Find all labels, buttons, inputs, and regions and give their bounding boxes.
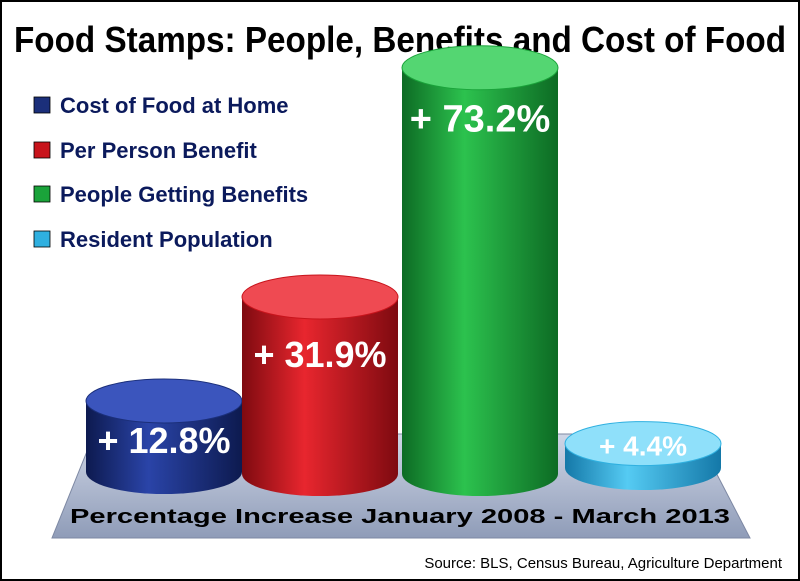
bar-per-person-benefit: + 31.9% [241, 274, 399, 496]
bar-body [402, 67, 558, 497]
legend-swatch [33, 96, 51, 114]
legend-label: People Getting Benefits [60, 182, 308, 207]
bar-people-getting-benefits: + 73.2% [401, 45, 559, 497]
x-axis-label: Percentage Increase January 2008 - March… [70, 506, 730, 528]
legend-label: Cost of Food at Home [60, 93, 289, 118]
source-note: Source: BLS, Census Bureau, Agriculture … [424, 555, 783, 572]
legend: Cost of Food at Home Per Person Benefit … [33, 93, 308, 252]
legend-item-people-getting-benefits: People Getting Benefits [33, 182, 308, 207]
bar-cost-of-food: + 12.8% [85, 378, 243, 494]
chart-title: Food Stamps: People, Benefits and Cost o… [14, 19, 786, 60]
legend-swatch [33, 141, 51, 159]
legend-label: Per Person Benefit [60, 138, 258, 163]
bar-top [241, 274, 399, 320]
bars-group: + 12.8% + 4.4% + 31.9% + 73.2% [85, 45, 722, 497]
bar-value-label: + 31.9% [253, 334, 386, 375]
bar-value-label: + 4.4% [599, 431, 687, 462]
bar-top [401, 45, 559, 91]
bar-body [242, 296, 398, 496]
legend-swatch [33, 230, 51, 248]
legend-swatch [33, 185, 51, 203]
bar-value-label: + 12.8% [97, 420, 230, 461]
bar-top [85, 378, 243, 424]
legend-label: Resident Population [60, 227, 273, 252]
legend-item-resident-population: Resident Population [33, 227, 273, 252]
bar-resident-population: + 4.4% [564, 421, 722, 490]
bar-value-label: + 73.2% [410, 99, 551, 141]
bar-body [86, 400, 242, 494]
legend-item-per-person-benefit: Per Person Benefit [33, 138, 258, 163]
bar-top [564, 421, 722, 467]
legend-item-cost-of-food: Cost of Food at Home [33, 93, 289, 118]
